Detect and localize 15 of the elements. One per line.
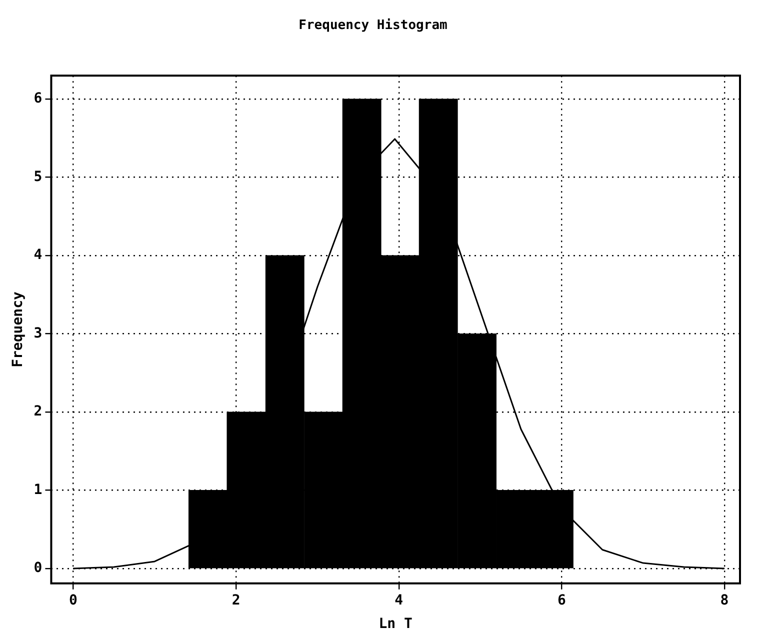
x-tick-label: 6 <box>557 592 566 608</box>
x-tick-label: 8 <box>720 592 729 608</box>
x-tick-label: 0 <box>68 592 78 608</box>
y-tick-label: 2 <box>34 404 42 420</box>
chart-title: Frequency Histogram <box>298 18 448 34</box>
y-axis-title: Frequency <box>10 291 26 368</box>
x-tick-label: 4 <box>394 592 404 608</box>
y-tick-label: 3 <box>34 325 42 342</box>
y-tick-label: 6 <box>34 90 42 107</box>
y-tick-label: 5 <box>34 168 42 185</box>
y-tick-label: 4 <box>34 247 42 264</box>
y-tick-label: 1 <box>34 482 42 498</box>
x-axis-title: Ln T <box>378 616 412 632</box>
y-tick-label: 0 <box>34 560 42 576</box>
x-tick-label: 2 <box>232 592 240 608</box>
